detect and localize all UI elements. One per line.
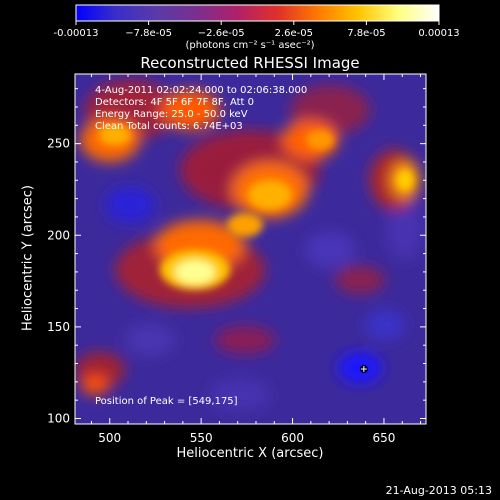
- info-line-counts: Clean Total counts: 6.74E+03: [95, 121, 243, 132]
- colorbar: [75, 4, 440, 22]
- info-line-detectors: Detectors: 4F 5F 6F 7F 8F, Att 0: [95, 97, 255, 108]
- y-axis-label: Heliocentric Y (arcsec): [20, 185, 36, 331]
- info-line-time: 4-Aug-2011 02:02:24.000 to 02:06:38.000: [95, 85, 308, 96]
- peak-position-label: Position of Peak = [549,175]: [95, 396, 238, 407]
- y-tick-label: 150: [47, 320, 70, 334]
- y-tick-label: 100: [47, 412, 70, 426]
- colorbar-ticks: -0.00013 −7.8e-05 −2.6e-05 2.6e-05 7.8e-05 0.…: [54, 21, 460, 39]
- x-axis-label: Heliocentric X (arcsec): [176, 446, 324, 461]
- plot-frame: [74, 73, 427, 425]
- x-tick-label: 500: [98, 431, 121, 445]
- x-tick-label: 650: [373, 431, 396, 445]
- colorbar-unit-label: (photons cm⁻² s⁻¹ asec⁻²): [185, 40, 315, 51]
- colorbar-tick-label: 7.8e-05: [347, 28, 385, 39]
- peak-marker: [359, 365, 368, 374]
- y-tick-label: 200: [47, 228, 70, 242]
- x-tick-label: 550: [190, 431, 213, 445]
- footer-date: 21-Aug-2013 05:13: [385, 484, 492, 497]
- info-line-energy: Energy Range: 25.0 - 50.0 keV: [95, 109, 248, 120]
- colorbar-tick-label: −7.8e-05: [125, 28, 172, 39]
- colorbar-tick-label: -0.00013: [54, 28, 99, 39]
- y-tick-label: 250: [47, 137, 70, 151]
- axis-ticks: 500 550 600 650 100 150 200 250: [47, 74, 426, 445]
- image-title: Reconstructed RHESSI Image: [140, 54, 360, 72]
- colorbar-tick-label: 2.6e-05: [275, 28, 313, 39]
- colorbar-tick-label: −2.6e-05: [198, 28, 245, 39]
- x-tick-label: 600: [281, 431, 304, 445]
- colorbar-tick-label: 0.00013: [418, 28, 459, 39]
